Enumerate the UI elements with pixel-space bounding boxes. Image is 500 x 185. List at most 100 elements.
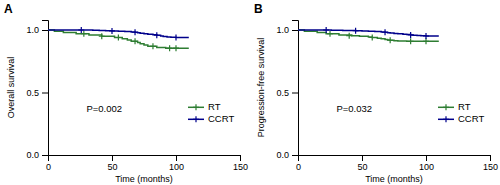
panel-label: A	[4, 2, 13, 16]
plot-area	[298, 27, 439, 44]
tick-label: 150	[483, 162, 498, 172]
survival-line	[298, 30, 439, 36]
tick-label: 0.5	[276, 88, 289, 98]
x-axis-line	[49, 156, 241, 162]
legend-label: RT	[458, 101, 471, 112]
legend-marker	[443, 116, 449, 122]
x-axis: 0 50 100 150	[296, 155, 498, 172]
tick-mark	[292, 93, 298, 94]
censor-mark	[154, 32, 160, 38]
x-axis-title: Time (months)	[365, 174, 423, 184]
tick: 1.0	[26, 25, 48, 35]
tick-label: 50	[107, 162, 117, 172]
tick-label: 0	[296, 162, 301, 172]
censor-mark	[423, 33, 429, 39]
censor-mark	[369, 35, 375, 41]
censor-mark	[327, 31, 333, 37]
tick-mark	[292, 30, 298, 31]
x-axis-title: Time (months)	[115, 174, 173, 184]
tick: 150	[233, 155, 248, 172]
panel: 0 50 100 150 0.0 0.5 1.0 Time (months) Progressi…	[254, 2, 498, 184]
censor-mark	[167, 45, 173, 51]
tick: 100	[419, 155, 434, 172]
x-axis: 0 50 100 150	[46, 155, 248, 172]
tick: 0	[296, 155, 301, 172]
y-axis: 0.0 0.5 1.0	[26, 21, 48, 161]
censor-mark	[78, 27, 84, 33]
censor-mark	[173, 35, 179, 41]
legend-label: CCRT	[458, 113, 484, 124]
tick-label: 0.0	[276, 150, 289, 160]
censor-mark	[99, 33, 105, 39]
tick-mark	[292, 155, 298, 156]
tick: 50	[107, 155, 117, 172]
tick-mark	[176, 155, 177, 161]
censor-mark	[353, 28, 359, 34]
tick-label: 150	[233, 162, 248, 172]
censor-mark	[132, 29, 138, 35]
tick-label: 1.0	[276, 25, 289, 35]
censor-mark	[408, 38, 414, 44]
tick: 50	[357, 155, 367, 172]
y-axis-title: Progression-free survival	[256, 38, 266, 138]
censor-mark	[423, 38, 429, 44]
tick: 100	[169, 155, 184, 172]
legend-entry: RT	[188, 101, 221, 112]
tick: 0.0	[26, 150, 48, 160]
y-axis-title: Overall survival	[6, 57, 16, 119]
tick-mark	[240, 155, 241, 161]
tick-label: 0.0	[26, 150, 39, 160]
legend: RTCCRT	[188, 101, 234, 124]
censor-mark	[408, 32, 414, 38]
panel-label: B	[254, 2, 263, 16]
legend-entry: CCRT	[438, 113, 484, 124]
censor-mark	[382, 29, 388, 35]
tick: 150	[483, 155, 498, 172]
tick-label: 0.5	[26, 88, 39, 98]
annotation: P=0.002	[86, 103, 122, 114]
legend: RTCCRT	[438, 101, 484, 124]
censor-mark	[109, 28, 115, 34]
tick-mark	[426, 155, 427, 161]
tick: 0.0	[276, 150, 298, 160]
tick-label: 100	[419, 162, 434, 172]
y-axis-line	[42, 21, 49, 156]
legend-marker	[193, 104, 199, 110]
censor-mark	[173, 45, 179, 51]
tick: 0	[46, 155, 51, 172]
y-axis: 0.0 0.5 1.0	[276, 21, 298, 161]
panel: 0 50 100 150 0.0 0.5 1.0 Time (months) Overall s…	[4, 2, 248, 184]
censor-mark	[323, 27, 329, 33]
censor-mark	[132, 38, 138, 44]
legend-entry: CCRT	[188, 113, 234, 124]
survival-line	[48, 30, 189, 48]
annotation: P=0.032	[336, 103, 372, 114]
survival-line	[48, 30, 189, 38]
legend-label: CCRT	[208, 113, 234, 124]
y-axis-line	[292, 21, 299, 156]
legend-marker	[443, 104, 449, 110]
tick-mark	[42, 155, 48, 156]
survival-line	[298, 30, 439, 41]
tick-label: 0	[46, 162, 51, 172]
tick-label: 100	[169, 162, 184, 172]
legend-label: RT	[208, 101, 221, 112]
tick-mark	[362, 155, 363, 161]
tick: 0.5	[26, 88, 48, 98]
tick: 1.0	[276, 25, 298, 35]
tick-label: 1.0	[26, 25, 39, 35]
legend-marker	[193, 116, 199, 122]
legend-entry: RT	[438, 101, 471, 112]
tick-mark	[42, 93, 48, 94]
censor-mark	[387, 37, 393, 43]
tick-mark	[42, 30, 48, 31]
chart: 0 50 100 150 0.0 0.5 1.0 Time (months) Overall s…	[0, 0, 500, 185]
censor-mark	[150, 43, 156, 49]
tick-mark	[112, 155, 113, 161]
x-axis-line	[299, 156, 491, 162]
plot-area	[48, 27, 189, 51]
censor-mark	[346, 33, 352, 39]
tick: 0.5	[276, 88, 298, 98]
tick-mark	[490, 155, 491, 161]
censor-mark	[115, 35, 121, 41]
